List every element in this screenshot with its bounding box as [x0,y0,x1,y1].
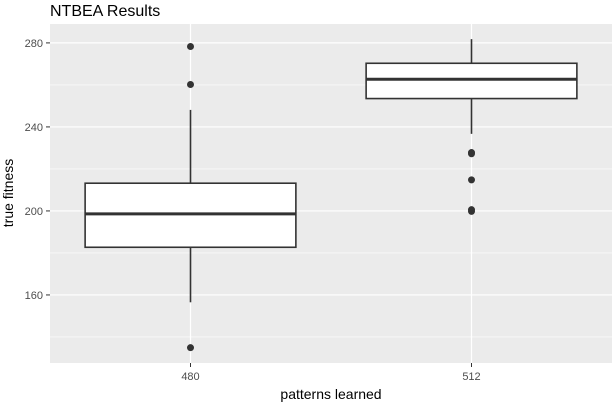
outlier-point [468,207,475,215]
outlier-point [187,80,194,88]
y-tick-label: 160 [25,290,43,302]
x-axis-label: patterns learned [280,386,381,402]
outlier-point [468,150,475,158]
y-tick-label: 280 [25,38,43,50]
outlier-point [468,176,475,184]
y-tick-label: 200 [25,206,43,218]
x-tick-label: 512 [462,371,480,383]
x-tick-label: 480 [181,371,199,383]
box [365,62,578,100]
outlier-point [187,42,194,50]
y-tick-label: 240 [25,122,43,134]
y-axis-label: true fitness [0,159,16,227]
chart-title: NTBEA Results [50,3,160,20]
outlier-point [187,344,194,352]
